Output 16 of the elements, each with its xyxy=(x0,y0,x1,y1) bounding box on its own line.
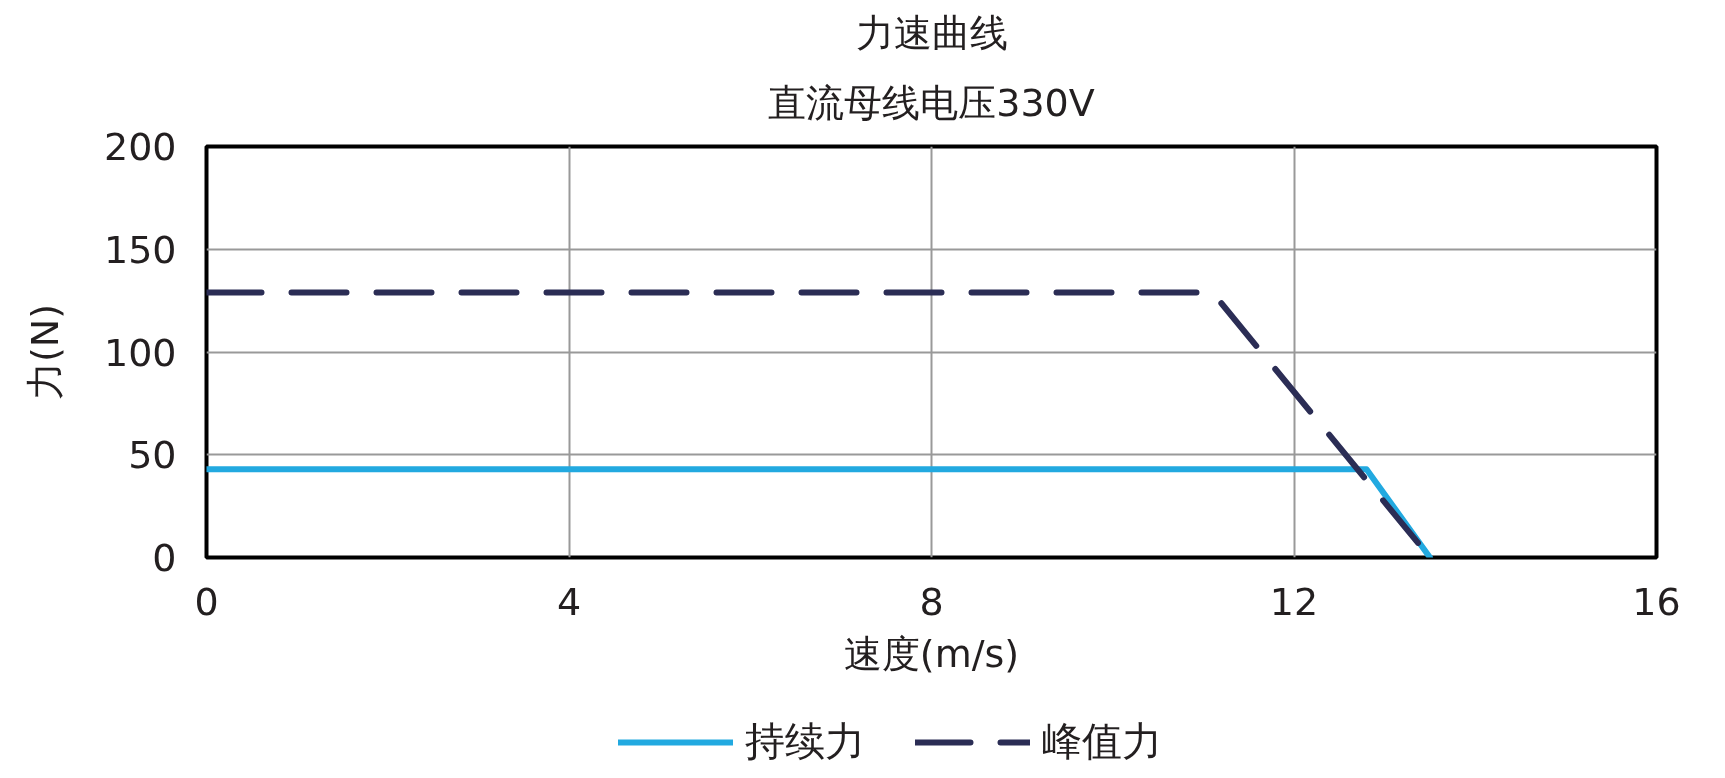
legend-label: 峰值力 xyxy=(1042,717,1162,766)
y-axis-title: 力(N) xyxy=(22,303,67,401)
y-tick-label: 50 xyxy=(128,433,177,478)
y-tick-label: 200 xyxy=(103,125,177,169)
x-tick-label: 16 xyxy=(1632,579,1681,624)
chart-subtitle: 直流母线电压330V xyxy=(768,80,1095,125)
x-tick-label: 0 xyxy=(194,579,219,624)
x-tick-label: 8 xyxy=(919,579,944,624)
x-axis-title: 速度(m/s) xyxy=(843,631,1020,676)
y-tick-label: 100 xyxy=(103,330,177,375)
x-tick-label: 12 xyxy=(1269,579,1319,624)
legend-label: 持续力 xyxy=(745,717,865,766)
chart-title: 力速曲线 xyxy=(855,10,1008,55)
y-tick-label: 150 xyxy=(103,227,177,272)
y-tick-label: 0 xyxy=(152,536,177,580)
x-tick-label: 4 xyxy=(556,579,582,624)
